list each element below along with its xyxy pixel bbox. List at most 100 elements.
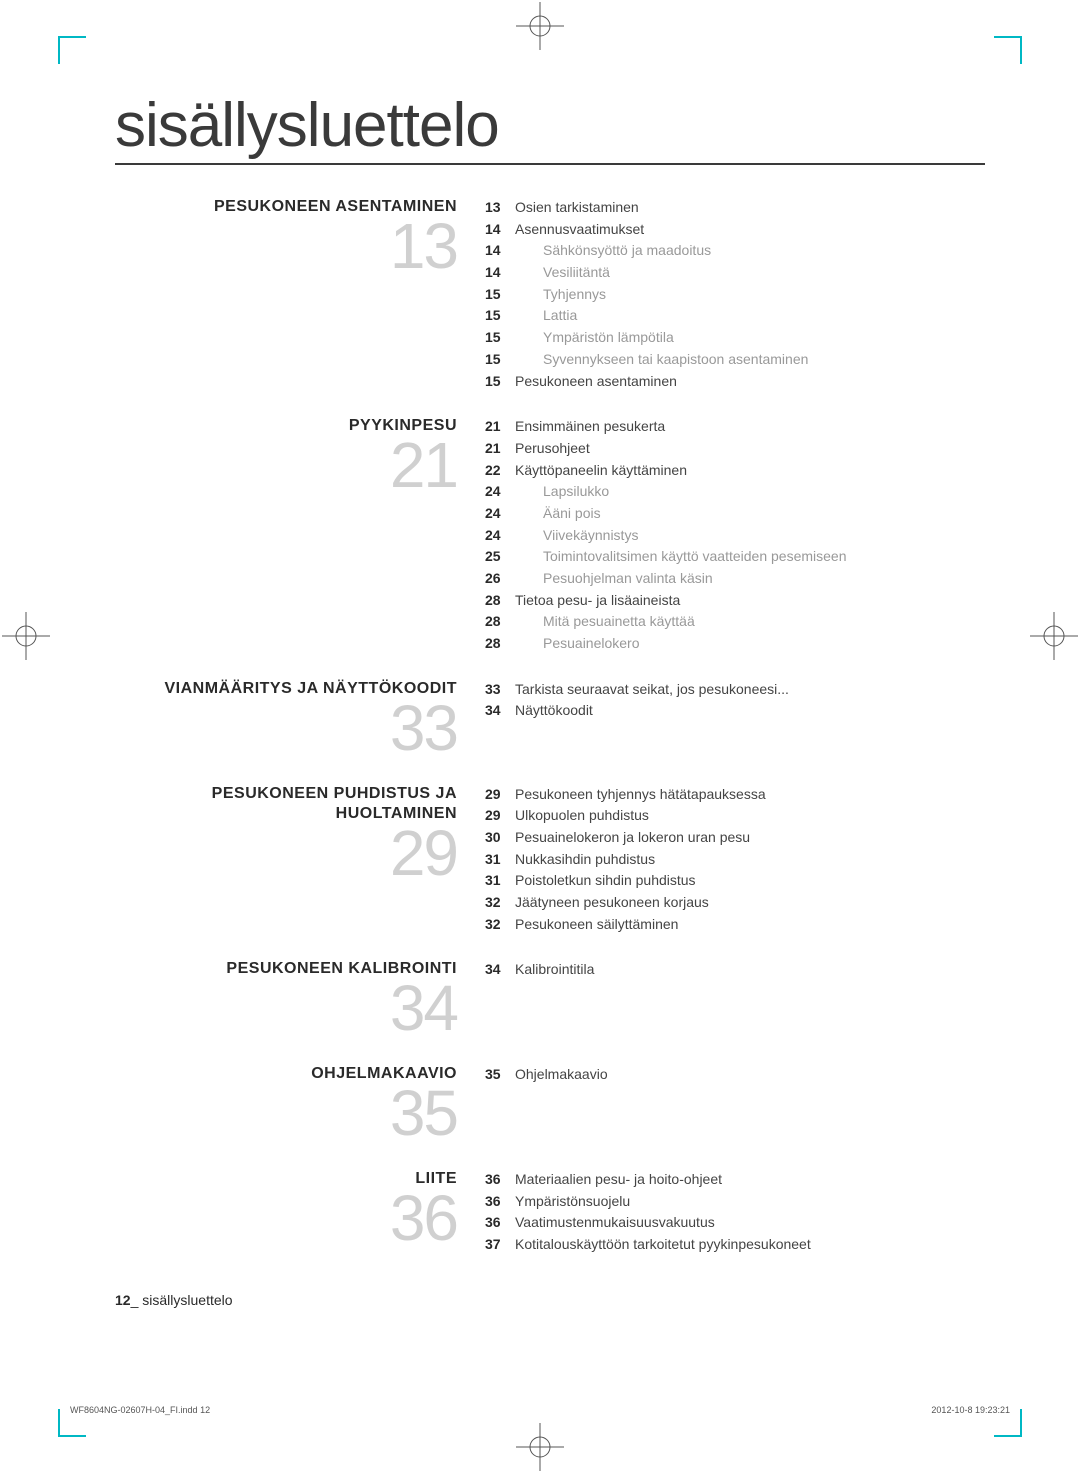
footer-page-number: 12_ sisällysluettelo xyxy=(115,1292,233,1308)
reg-mark-bottom xyxy=(516,1423,564,1471)
toc-entry-text: Tyhjennys xyxy=(515,284,985,306)
toc-entry-page: 24 xyxy=(485,481,515,503)
toc-entry: 34Näyttökoodit xyxy=(485,700,985,722)
toc-entry: 29Pesukoneen tyhjennys hätätapauksessa xyxy=(485,784,985,806)
toc-section-entries: 21Ensimmäinen pesukerta21Perusohjeet22Kä… xyxy=(485,416,985,655)
toc-entry-text: Tietoa pesu- ja lisäaineista xyxy=(515,590,985,612)
toc-entry-page: 21 xyxy=(485,438,515,460)
crop-mark-tl xyxy=(58,36,86,64)
toc-section: VIANMÄÄRITYS JA NÄYTTÖKOODIT3333Tarkista… xyxy=(115,679,985,760)
toc-section-entries: 13Osien tarkistaminen14Asennusvaatimukse… xyxy=(485,197,985,392)
toc-entry: 21Ensimmäinen pesukerta xyxy=(485,416,985,438)
toc-entry-text: Vaatimustenmukaisuusvakuutus xyxy=(515,1212,985,1234)
toc-section-bignum: 35 xyxy=(115,1081,457,1145)
toc-entry-text: Kalibrointitila xyxy=(515,959,985,981)
toc-entry-page: 21 xyxy=(485,416,515,438)
reg-mark-right xyxy=(1030,612,1078,660)
toc-entry-page: 14 xyxy=(485,240,515,262)
toc-section-bignum: 33 xyxy=(115,696,457,760)
toc-entry-page: 28 xyxy=(485,633,515,655)
reg-mark-left xyxy=(2,612,50,660)
toc-entry: 26Pesuohjelman valinta käsin xyxy=(485,568,985,590)
toc-entry: 15Ympäristön lämpötila xyxy=(485,327,985,349)
toc-section: PESUKONEEN PUHDISTUS JA HUOLTAMINEN2929P… xyxy=(115,784,985,936)
toc-section: PESUKONEEN KALIBROINTI3434Kalibrointitil… xyxy=(115,959,985,1040)
page-content: sisällysluettelo PESUKONEEN ASENTAMINEN1… xyxy=(115,90,985,1280)
toc-entry: 21Perusohjeet xyxy=(485,438,985,460)
toc-entry: 15Syvennykseen tai kaapistoon asentamine… xyxy=(485,349,985,371)
toc-entry-text: Ympäristönsuojelu xyxy=(515,1191,985,1213)
toc-section: LIITE3636Materiaalien pesu- ja hoito-ohj… xyxy=(115,1169,985,1256)
toc-entry-text: Ääni pois xyxy=(515,503,985,525)
toc-entry: 15Lattia xyxy=(485,305,985,327)
toc-entry-page: 22 xyxy=(485,460,515,482)
toc-entry-text: Asennusvaatimukset xyxy=(515,219,985,241)
toc-section: PYYKINPESU2121Ensimmäinen pesukerta21Per… xyxy=(115,416,985,655)
toc-entry-page: 14 xyxy=(485,262,515,284)
toc-entry-text: Nukkasihdin puhdistus xyxy=(515,849,985,871)
footer-page-label: sisällysluettelo xyxy=(142,1292,232,1308)
toc-entry-page: 36 xyxy=(485,1212,515,1234)
toc-entry: 14Vesiliitäntä xyxy=(485,262,985,284)
toc-entry-page: 24 xyxy=(485,525,515,547)
toc-entry: 14Sähkönsyöttö ja maadoitus xyxy=(485,240,985,262)
toc-entry-page: 32 xyxy=(485,892,515,914)
toc-entry-text: Vesiliitäntä xyxy=(515,262,985,284)
toc-entry-text: Jäätyneen pesukoneen korjaus xyxy=(515,892,985,914)
toc-section: OHJELMAKAAVIO3535Ohjelmakaavio xyxy=(115,1064,985,1145)
toc-entry-page: 30 xyxy=(485,827,515,849)
toc-entry: 32Jäätyneen pesukoneen korjaus xyxy=(485,892,985,914)
imprint-left: WF8604NG-02607H-04_FI.indd 12 xyxy=(70,1405,210,1415)
toc-entry: 13Osien tarkistaminen xyxy=(485,197,985,219)
footer-page-number-value: 12 xyxy=(115,1292,131,1308)
toc-entry-page: 14 xyxy=(485,219,515,241)
toc-entry-text: Poistoletkun sihdin puhdistus xyxy=(515,870,985,892)
toc-entry: 15Pesukoneen asentaminen xyxy=(485,371,985,393)
toc-section-left: PESUKONEEN PUHDISTUS JA HUOLTAMINEN29 xyxy=(115,784,485,936)
toc-entry-page: 26 xyxy=(485,568,515,590)
reg-mark-top xyxy=(516,2,564,50)
toc-entry: 34Kalibrointitila xyxy=(485,959,985,981)
toc-entry-page: 24 xyxy=(485,503,515,525)
toc-entry: 28Mitä pesuainetta käyttää xyxy=(485,611,985,633)
toc-entry: 24Lapsilukko xyxy=(485,481,985,503)
toc-section-bignum: 36 xyxy=(115,1186,457,1250)
toc-entry-text: Sähkönsyöttö ja maadoitus xyxy=(515,240,985,262)
toc-entry-page: 34 xyxy=(485,700,515,722)
toc-entry-page: 25 xyxy=(485,546,515,568)
toc-entry-page: 29 xyxy=(485,784,515,806)
toc-entry: 31Nukkasihdin puhdistus xyxy=(485,849,985,871)
toc-section-entries: 36Materiaalien pesu- ja hoito-ohjeet36Ym… xyxy=(485,1169,985,1256)
toc-entry: 36Ympäristönsuojelu xyxy=(485,1191,985,1213)
toc-section-left: VIANMÄÄRITYS JA NÄYTTÖKOODIT33 xyxy=(115,679,485,760)
toc-entry-text: Käyttöpaneelin käyttäminen xyxy=(515,460,985,482)
toc-section-bignum: 21 xyxy=(115,433,457,497)
toc-entry-text: Pesuohjelman valinta käsin xyxy=(515,568,985,590)
toc-entry-text: Tarkista seuraavat seikat, jos pesukonee… xyxy=(515,679,985,701)
toc-entry-page: 36 xyxy=(485,1169,515,1191)
toc-entry: 25Toimintovalitsimen käyttö vaatteiden p… xyxy=(485,546,985,568)
toc-entry: 22Käyttöpaneelin käyttäminen xyxy=(485,460,985,482)
toc-entry-page: 15 xyxy=(485,371,515,393)
toc-entry-page: 28 xyxy=(485,611,515,633)
toc-entry-text: Pesuainelokeron ja lokeron uran pesu xyxy=(515,827,985,849)
toc-entry: 15Tyhjennys xyxy=(485,284,985,306)
toc-entry-page: 29 xyxy=(485,805,515,827)
toc-entry: 28Tietoa pesu- ja lisäaineista xyxy=(485,590,985,612)
toc-entry: 36Materiaalien pesu- ja hoito-ohjeet xyxy=(485,1169,985,1191)
toc-entry-page: 15 xyxy=(485,284,515,306)
toc-section-bignum: 34 xyxy=(115,976,457,1040)
imprint-right: 2012-10-8 19:23:21 xyxy=(931,1405,1010,1415)
page-title: sisällysluettelo xyxy=(115,90,985,165)
toc-entry-page: 28 xyxy=(485,590,515,612)
toc-section: PESUKONEEN ASENTAMINEN1313Osien tarkista… xyxy=(115,197,985,392)
toc-entry-text: Ulkopuolen puhdistus xyxy=(515,805,985,827)
toc-entry: 36Vaatimustenmukaisuusvakuutus xyxy=(485,1212,985,1234)
toc-entry: 32Pesukoneen säilyttäminen xyxy=(485,914,985,936)
toc-entry-text: Osien tarkistaminen xyxy=(515,197,985,219)
toc-entry-page: 33 xyxy=(485,679,515,701)
toc-entry-page: 35 xyxy=(485,1064,515,1086)
toc-entry-text: Pesukoneen tyhjennys hätätapauksessa xyxy=(515,784,985,806)
toc-entry-page: 31 xyxy=(485,849,515,871)
toc-entry-text: Ympäristön lämpötila xyxy=(515,327,985,349)
